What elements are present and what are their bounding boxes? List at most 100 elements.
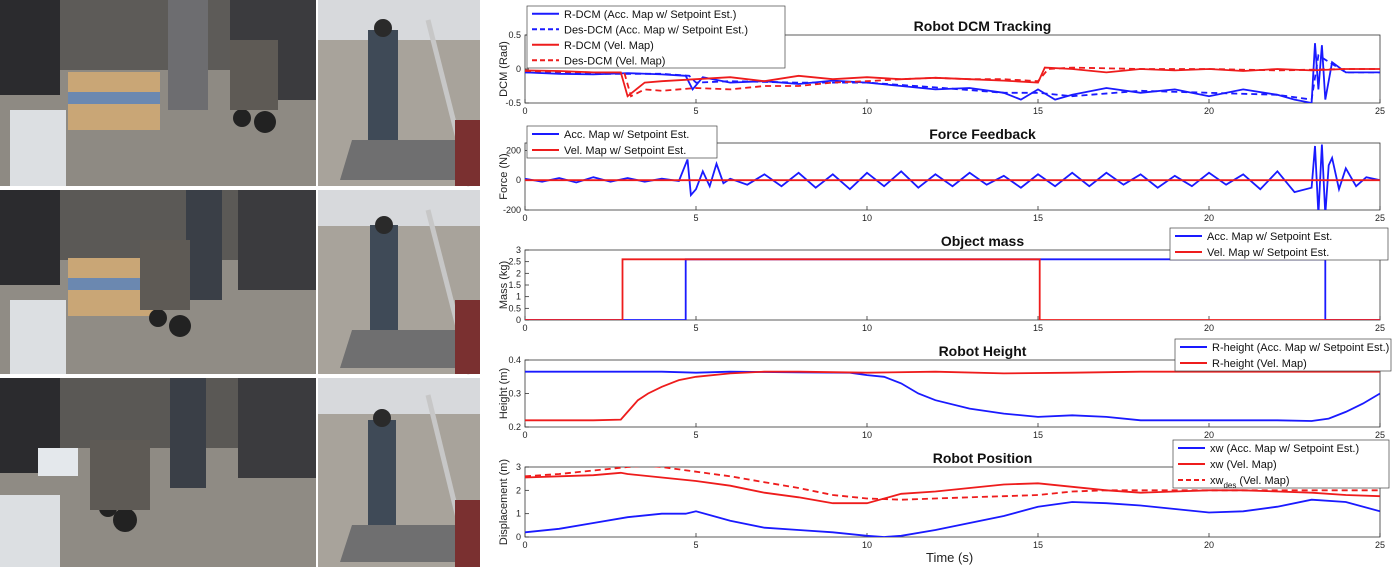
legend-label: Acc. Map w/ Setpoint Est. — [1207, 231, 1332, 243]
photo-robot-lab-2 — [0, 190, 316, 374]
y-tick-label: 0.3 — [508, 389, 521, 399]
x-tick-label: 0 — [522, 213, 527, 223]
legend-label: xwdes (Vel. Map) — [1210, 475, 1290, 490]
x-tick-label: 20 — [1204, 106, 1214, 116]
y-tick-label: 3 — [516, 245, 521, 255]
x-tick-label: 10 — [862, 213, 872, 223]
y-tick-label: 2 — [516, 268, 521, 278]
photo-operator-2 — [318, 190, 480, 375]
legend-label: xw (Acc. Map w/ Setpoint Est.) — [1210, 443, 1359, 455]
y-tick-label: 2 — [516, 485, 521, 495]
series-line-1 — [525, 144, 1380, 210]
y-axis-label: Force (N) — [498, 153, 510, 199]
x-tick-label: 15 — [1033, 540, 1043, 550]
legend-label: Vel. Map w/ Setpoint Est. — [1207, 247, 1329, 259]
series-line-1 — [525, 43, 1380, 103]
chart-4: 0 5 10 15 20 25 0.2 0.3 0.4 Robot Height Height (m… — [498, 338, 1392, 440]
photo-collage — [0, 0, 480, 568]
y-axis-label: Mass (kg) — [498, 261, 510, 309]
x-tick-label: 25 — [1375, 213, 1385, 223]
y-tick-label: 0 — [516, 175, 521, 185]
chart-title: Robot Height — [939, 343, 1027, 359]
chart-5: 0 5 10 15 20 25 0 1 2 3 Robot Position Displacement… — [498, 439, 1390, 550]
series-line-2 — [525, 370, 1380, 422]
photo-collage-art — [0, 0, 480, 568]
x-tick-label: 10 — [862, 540, 872, 550]
legend: R-height (Acc. Map w/ Setpoint Est.) R-he… — [1174, 338, 1392, 372]
series-line-1 — [525, 370, 1380, 422]
legend-label: R-DCM (Acc. Map w/ Setpoint Est.) — [564, 9, 736, 21]
y-axis-label: Displacement (m) — [498, 459, 510, 545]
chart-title: Force Feedback — [929, 126, 1036, 142]
photo-operator-1 — [318, 0, 480, 187]
chart-title: Robot DCM Tracking — [914, 18, 1052, 34]
x-tick-label: 15 — [1033, 106, 1043, 116]
y-tick-label: 0 — [516, 64, 521, 74]
photo-robot-lab-1 — [0, 0, 316, 186]
legend: R-DCM (Acc. Map w/ Setpoint Est.) Des-DCM… — [526, 5, 786, 69]
x-tick-label: 15 — [1033, 323, 1043, 333]
y-axis-label: Height (m) — [498, 368, 510, 419]
legend-box — [526, 5, 786, 69]
x-tick-label: 15 — [1033, 430, 1043, 440]
y-tick-label: 1 — [516, 292, 521, 302]
series-line-4 — [525, 66, 1380, 98]
legend: xw (Acc. Map w/ Setpoint Est.) xw (Vel. M… — [1172, 439, 1390, 490]
y-tick-label: 1.5 — [508, 280, 521, 290]
y-tick-label: 0 — [516, 532, 521, 542]
x-tick-label: 20 — [1204, 323, 1214, 333]
legend-label: R-height (Acc. Map w/ Setpoint Est.) — [1212, 342, 1389, 354]
x-tick-label: 25 — [1375, 106, 1385, 116]
x-tick-label: 20 — [1204, 430, 1214, 440]
x-tick-label: 5 — [693, 323, 698, 333]
y-axis-label: DCM (Rad) — [498, 41, 510, 97]
y-tick-label: 0 — [516, 315, 521, 325]
legend-box — [1172, 439, 1390, 489]
x-tick-label: 10 — [862, 106, 872, 116]
y-tick-label: 200 — [506, 145, 521, 155]
photo-operator-3 — [318, 378, 480, 568]
legend: Acc. Map w/ Setpoint Est. Vel. Map w/ Set… — [1169, 227, 1389, 261]
chart-title: Robot Position — [933, 450, 1033, 466]
plot-area — [524, 249, 1381, 321]
x-tick-label: 10 — [862, 323, 872, 333]
legend-label: Des-DCM (Acc. Map w/ Setpoint Est.) — [564, 24, 748, 36]
legend-label: R-height (Vel. Map) — [1212, 358, 1307, 370]
x-tick-label: 25 — [1375, 540, 1385, 550]
legend-box — [1174, 338, 1392, 372]
y-tick-label: 1 — [516, 509, 521, 519]
x-tick-label: 5 — [693, 106, 698, 116]
series-line-3 — [525, 467, 1380, 501]
x-tick-label: 0 — [522, 430, 527, 440]
series-line-1 — [525, 498, 1380, 537]
legend-label: Acc. Map w/ Setpoint Est. — [564, 129, 689, 141]
x-tick-label: 0 — [522, 540, 527, 550]
x-tick-label: 20 — [1204, 213, 1214, 223]
legend-label: Vel. Map w/ Setpoint Est. — [564, 145, 686, 157]
y-tick-label: 3 — [516, 462, 521, 472]
legend-label: R-DCM (Vel. Map) — [564, 40, 654, 52]
y-tick-label: -200 — [503, 205, 521, 215]
y-tick-label: 0.4 — [508, 355, 521, 365]
photo-robot-lab-3 — [0, 378, 316, 567]
x-tick-label: 5 — [693, 540, 698, 550]
legend-label: xw (Vel. Map) — [1210, 459, 1277, 471]
y-tick-label: 0.5 — [508, 30, 521, 40]
legend-box — [1169, 227, 1389, 261]
legend-label: Des-DCM (Vel. Map) — [564, 55, 665, 67]
x-tick-label: 5 — [693, 430, 698, 440]
x-tick-label: 25 — [1375, 430, 1385, 440]
x-tick-label: 0 — [522, 106, 527, 116]
legend-box — [526, 125, 718, 159]
chart-title: Object mass — [941, 233, 1024, 249]
y-tick-label: 0.2 — [508, 422, 521, 432]
x-axis-label: Time (s) — [926, 550, 974, 565]
legend: Acc. Map w/ Setpoint Est. Vel. Map w/ Set… — [526, 125, 718, 159]
x-tick-label: 10 — [862, 430, 872, 440]
x-tick-label: 0 — [522, 323, 527, 333]
series-line-2 — [525, 258, 1380, 320]
